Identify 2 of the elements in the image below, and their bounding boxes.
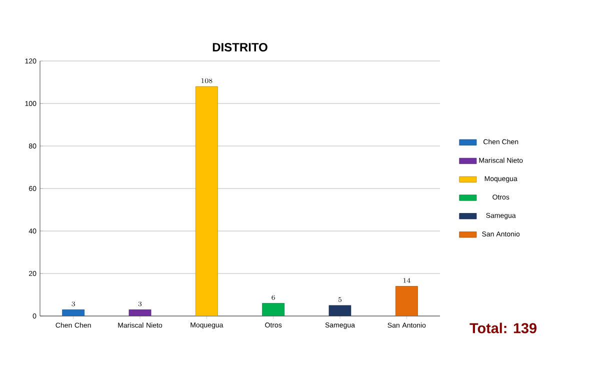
text: Total: 139 <box>470 322 536 334</box>
chart-title: DISTRITO <box>212 42 268 52</box>
